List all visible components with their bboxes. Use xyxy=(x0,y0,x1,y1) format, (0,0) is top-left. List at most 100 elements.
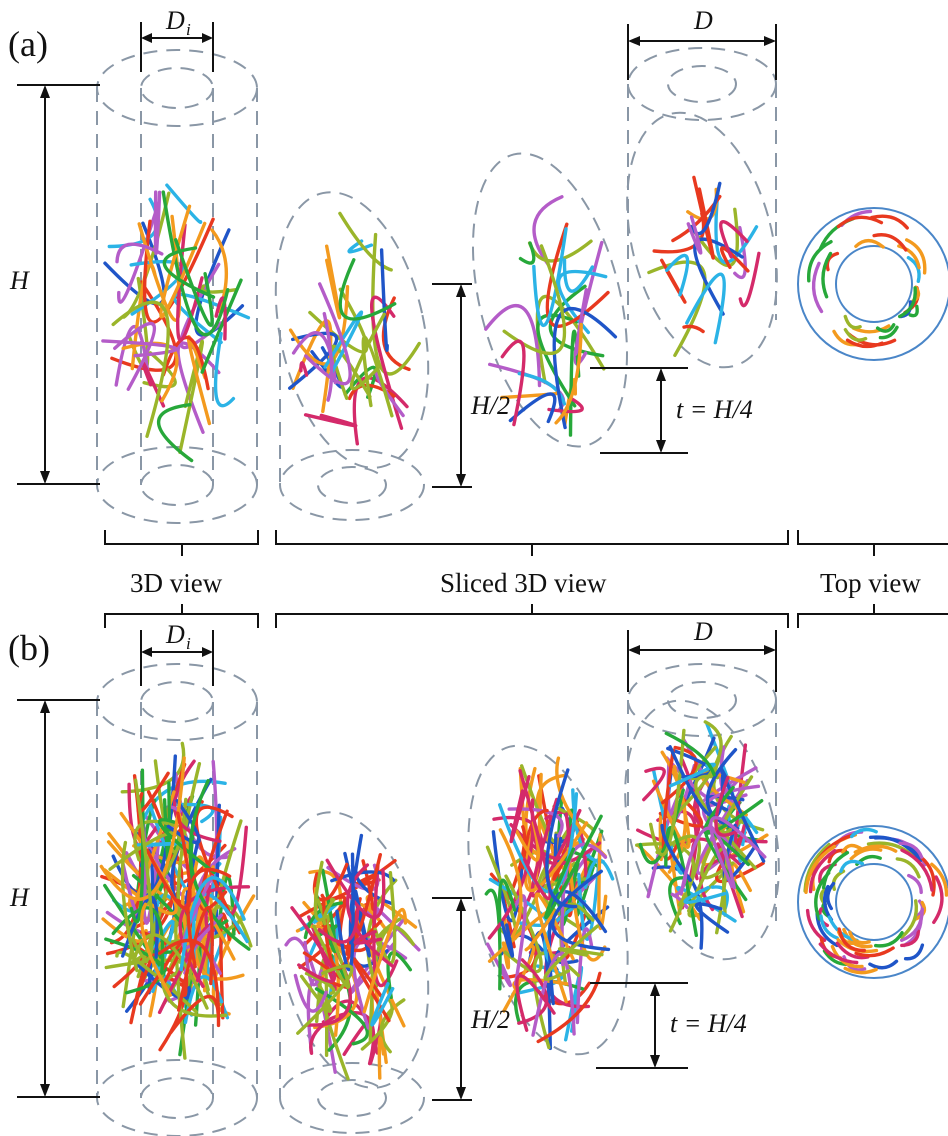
panel-b-d-dimension: D xyxy=(627,617,777,692)
fiber-stroke xyxy=(178,885,251,988)
fiber-stroke xyxy=(837,927,866,953)
fiber-stroke xyxy=(898,841,924,859)
fiber-stroke xyxy=(671,720,723,819)
panel-b-slice-1 xyxy=(274,811,430,1134)
fiber-stroke xyxy=(532,227,568,327)
h2-label: H/2 xyxy=(470,391,510,420)
fiber-stroke xyxy=(818,942,859,965)
fiber-stroke xyxy=(836,215,884,229)
fiber-stroke xyxy=(179,876,246,972)
fiber-stroke xyxy=(142,217,215,324)
fiber-stroke xyxy=(839,859,865,873)
fiber-stroke xyxy=(562,258,595,293)
fiber-stroke xyxy=(854,946,895,958)
fiber-stroke xyxy=(120,840,139,973)
fiber-stroke xyxy=(714,187,759,264)
fiber-stroke xyxy=(545,768,578,909)
fiber-stroke xyxy=(665,253,690,297)
panel-b-label: (b) xyxy=(8,628,50,668)
fiber-stroke xyxy=(514,820,541,862)
fiber-stroke xyxy=(819,914,839,940)
fiber-stroke xyxy=(157,403,194,463)
fiber-stroke xyxy=(692,175,715,260)
panel-b-slice-3 xyxy=(624,663,780,961)
fiber-stroke xyxy=(296,964,354,1035)
fiber-stroke xyxy=(694,774,757,870)
panel-a-h-dimension: H xyxy=(9,84,100,485)
fiber-stroke xyxy=(508,392,557,424)
fiber-stroke xyxy=(531,952,576,1037)
fiber-stroke xyxy=(849,847,883,861)
fiber-stroke xyxy=(166,799,201,845)
fiber-stroke xyxy=(158,938,221,1028)
fiber-stroke xyxy=(345,863,396,969)
view-label-3d: 3D view xyxy=(130,568,223,598)
outer-bottom-rim xyxy=(96,446,258,524)
panel-a-slice-2 xyxy=(471,152,629,448)
h-label: H xyxy=(9,266,30,295)
fiber-stroke xyxy=(338,211,393,272)
fiber-stroke xyxy=(897,244,921,270)
fiber-stroke xyxy=(153,190,162,255)
fiber-stroke xyxy=(733,743,748,852)
view-brackets-upper xyxy=(104,530,948,556)
fiber-stroke xyxy=(180,887,236,985)
fiber-stroke xyxy=(288,285,350,366)
fiber-stroke xyxy=(547,890,608,1006)
fiber-stroke xyxy=(502,244,567,356)
fiber-stroke xyxy=(733,225,747,280)
fiber-stroke xyxy=(371,232,421,376)
fiber-stroke xyxy=(895,857,921,879)
fiber-stroke xyxy=(551,869,611,952)
panel-b-h-dimension: H xyxy=(9,699,100,1098)
fiber-stroke xyxy=(709,816,767,889)
fiber-stroke xyxy=(99,756,186,901)
fiber-stroke xyxy=(361,335,394,418)
fiber-stroke xyxy=(379,248,389,352)
fiber-stroke xyxy=(903,943,925,961)
fiber-stroke xyxy=(379,998,406,1054)
fiber-stroke xyxy=(695,779,750,875)
panel-a-d-dimension: D xyxy=(627,6,777,80)
t-label: t = H/4 xyxy=(676,395,753,424)
view-brackets-lower xyxy=(104,604,948,628)
fiber-stroke xyxy=(900,899,918,939)
fiber-stroke xyxy=(808,849,837,894)
fiber-stroke xyxy=(352,938,408,1030)
fiber-stroke xyxy=(532,195,564,267)
fiber-stroke xyxy=(932,875,944,924)
fiber-stroke xyxy=(544,814,603,920)
fiber-stroke xyxy=(487,820,535,940)
fiber-stroke xyxy=(518,241,536,265)
fiber-stroke xyxy=(304,971,336,996)
fiber-stroke xyxy=(176,223,204,342)
fiber-stroke xyxy=(905,238,927,275)
fiber-stroke xyxy=(843,328,868,342)
panel-a-top-view xyxy=(797,207,948,361)
fiber-stroke xyxy=(362,908,408,1014)
fiber-stroke xyxy=(547,396,584,414)
fiber-stroke xyxy=(114,324,150,387)
fiber-stroke xyxy=(484,888,502,991)
fiber-stroke xyxy=(511,825,527,889)
panel-b-slice-1-fibers xyxy=(284,833,421,1081)
fiber-stroke xyxy=(351,957,391,1023)
fiber-stroke xyxy=(309,1016,335,1055)
fiber-stroke xyxy=(900,848,934,892)
fiber-stroke xyxy=(552,306,618,430)
fiber-stroke xyxy=(115,242,164,264)
fiber-stroke xyxy=(682,324,705,334)
fiber-stroke xyxy=(129,898,200,1025)
fiber-stroke xyxy=(694,902,730,934)
fiber-stroke xyxy=(368,925,415,1043)
fiber-stroke xyxy=(719,220,749,259)
panel-b-top-view xyxy=(797,825,948,979)
view-label-sliced: Sliced 3D view xyxy=(440,568,607,598)
fiber-stroke xyxy=(497,878,517,923)
fiber-stroke xyxy=(704,829,750,902)
panel-b-h2-dimension: H/2 xyxy=(432,897,510,1101)
panel-b-di-dimension: D i xyxy=(140,620,214,686)
fiber-stroke xyxy=(325,244,342,320)
